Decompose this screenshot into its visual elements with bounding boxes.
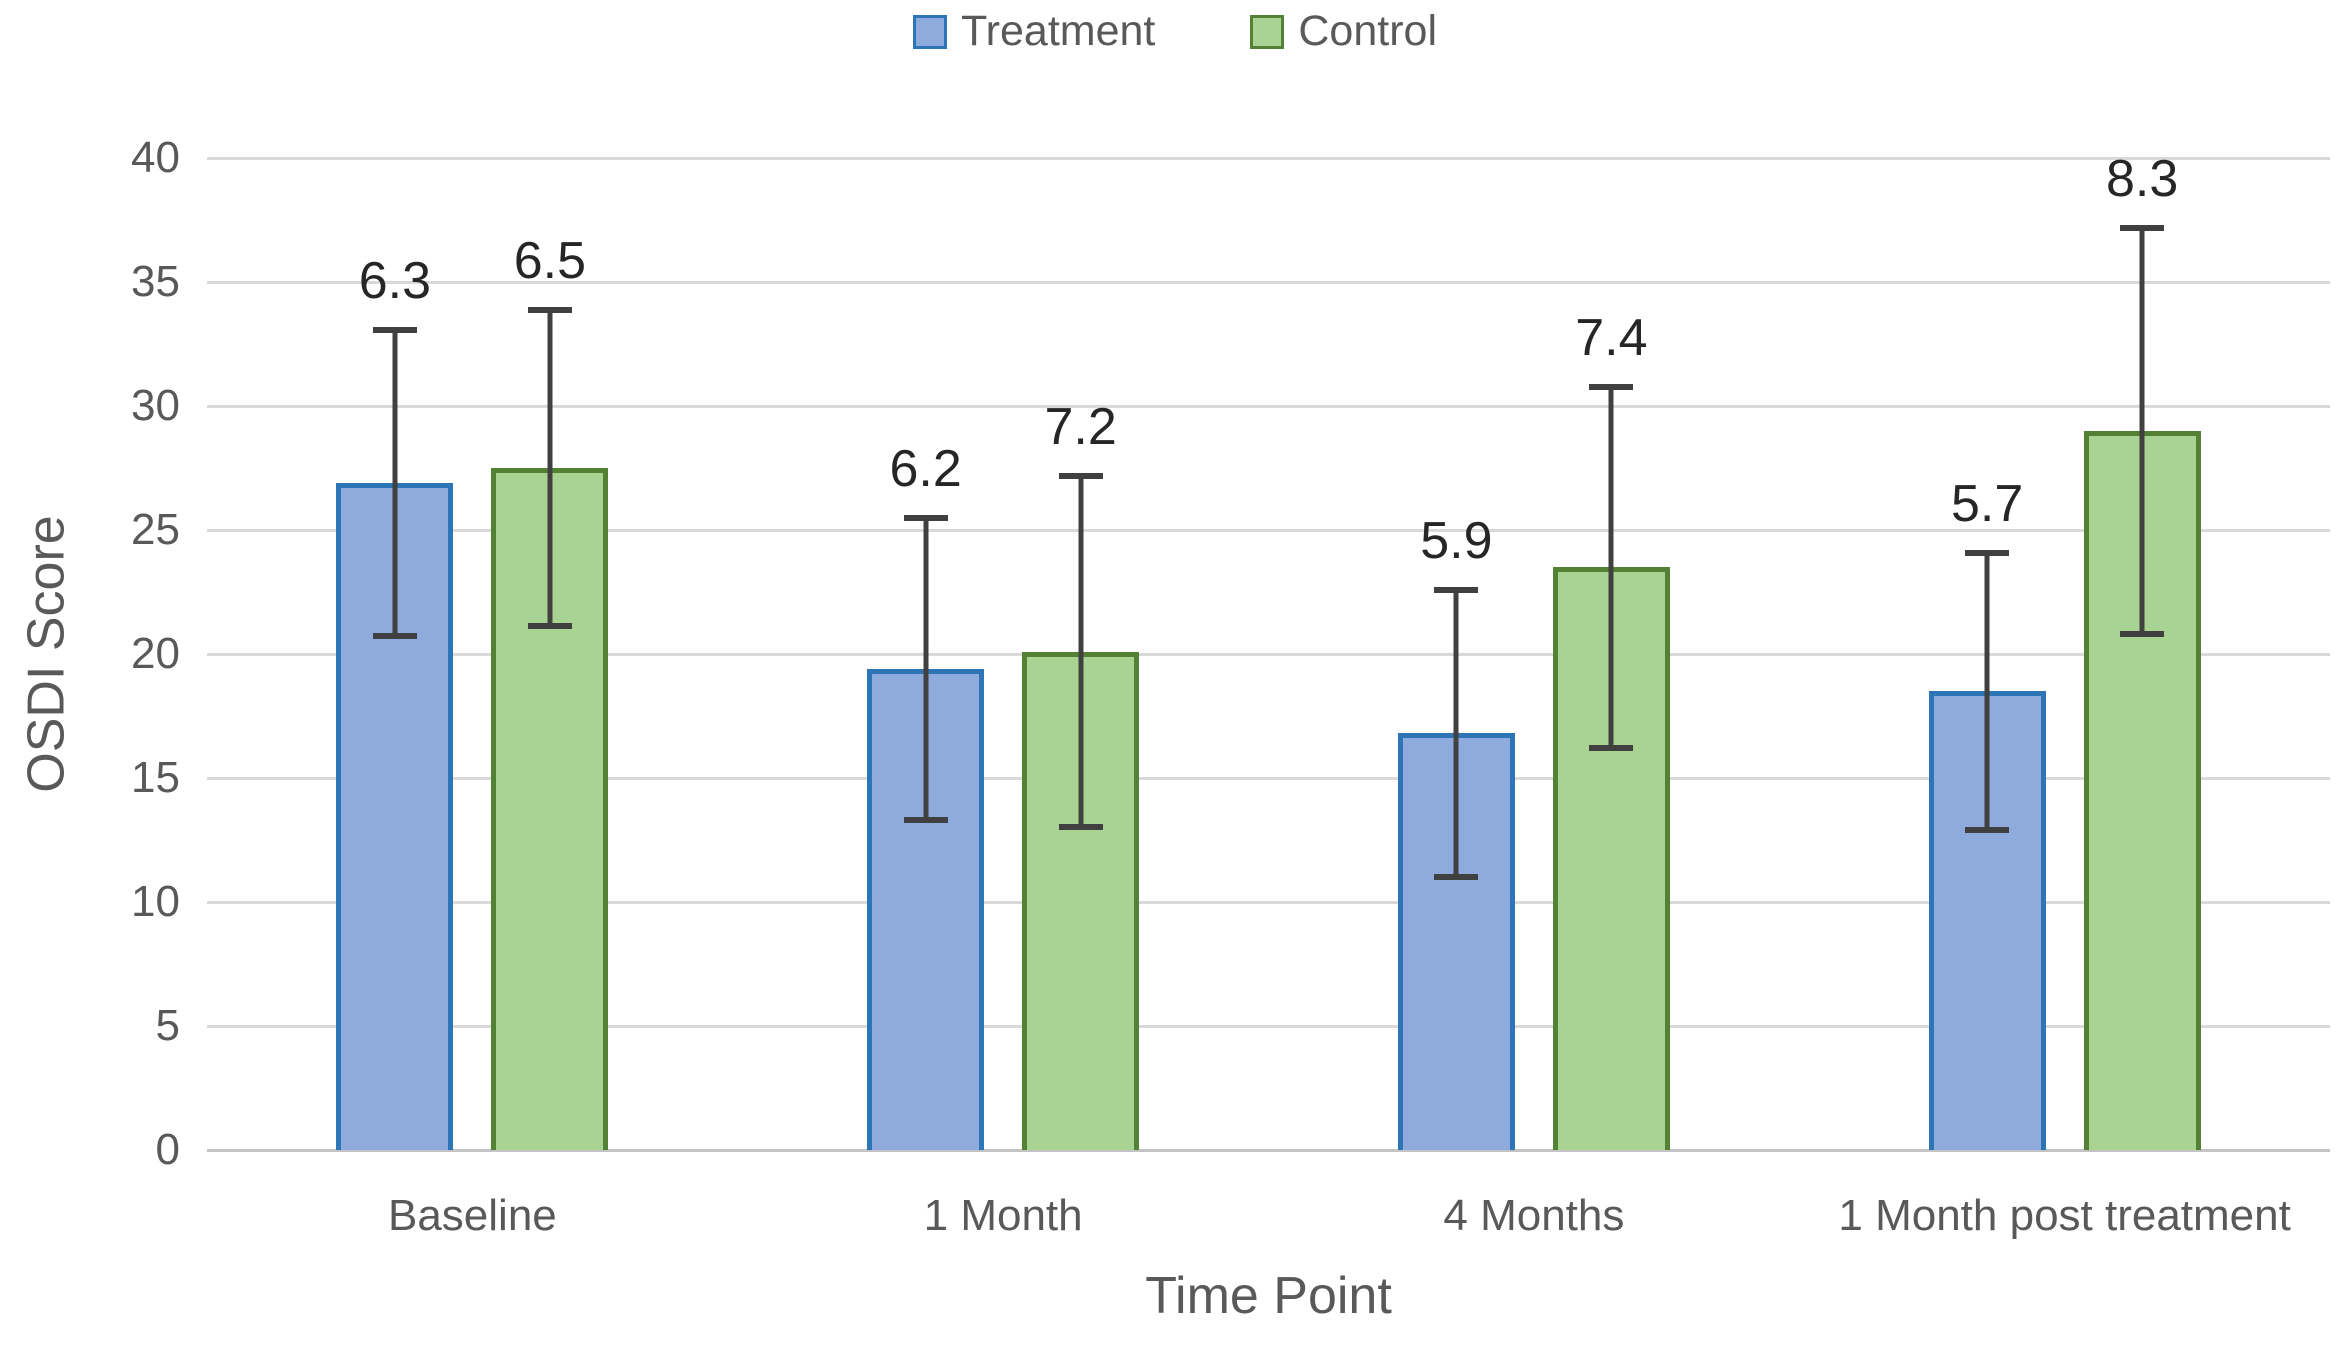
error-bar [392, 326, 398, 640]
y-tick-label: 10 [131, 877, 180, 926]
bar-group: 5.9 7.4 [1269, 158, 1800, 1150]
control-legend-swatch-icon [1250, 14, 1285, 49]
bar-group: 5.7 8.3 [1799, 153, 2330, 1150]
bar-slot: 6.3 [336, 158, 454, 1150]
error-bar-bottom-cap [372, 633, 417, 640]
error-bar [2139, 224, 2145, 637]
bar-group: 6.3 6.5 [207, 158, 738, 1150]
x-category-label: 1 Month [923, 1191, 1083, 1240]
legend-item-control: Control [1250, 10, 1437, 53]
bar-value-label: 5.7 [1950, 474, 2024, 533]
bar-value-label: 5.9 [1420, 512, 1493, 571]
x-axis-title: Time Point [1145, 1267, 1392, 1325]
gridline [207, 280, 2330, 284]
bar-groups: 6.3 6.5 6.2 7.2 5.9 7.4 5.7 8.3 [207, 153, 2330, 1150]
error-bar-top-cap [1434, 587, 1479, 594]
bar-slot: 6.5 [491, 158, 609, 1150]
error-bar-top-cap [2120, 224, 2165, 231]
error-bar-top-cap [1589, 383, 1634, 390]
bar-value-label: 6.3 [358, 251, 432, 310]
error-bar [547, 306, 553, 630]
bar-slot: 7.2 [1022, 158, 1140, 1150]
bar-value-label: 6.5 [513, 231, 587, 290]
error-bar-top-cap [903, 515, 948, 522]
error-bar-bottom-cap [1434, 873, 1479, 880]
legend-label: Treatment [961, 7, 1156, 55]
chart-legend: Treatment Control [0, 10, 2350, 53]
gridline [207, 528, 2330, 532]
bar-slot: 7.4 [1552, 158, 1670, 1150]
x-axis-category-labels: Baseline 1 Month 4 Months 1 Month post trea… [207, 1191, 2330, 1240]
error-bar-top-cap [527, 306, 572, 313]
y-tick-label: 30 [131, 381, 180, 430]
y-axis-tick-labels: 0 5 10 15 20 25 30 35 40 [0, 136, 180, 1172]
bar-group: 6.2 7.2 [738, 158, 1269, 1150]
y-tick-label: 5 [155, 1001, 180, 1050]
error-bar [1608, 383, 1614, 751]
gridline [207, 776, 2330, 780]
error-bar-top-cap [372, 326, 417, 333]
error-bar-bottom-cap [1589, 744, 1634, 751]
plot-area: 6.3 6.5 6.2 7.2 5.9 7.4 5.7 8.3 [207, 153, 2330, 1152]
error-bar-bottom-cap [2120, 630, 2165, 637]
bar-slot: 5.7 [1928, 158, 2046, 1150]
x-category-label: 4 Months [1443, 1191, 1625, 1240]
error-bar [1453, 587, 1459, 880]
error-bar-top-cap [1058, 472, 1103, 479]
bar-slot: 5.9 [1397, 158, 1515, 1150]
error-bar [1984, 549, 1990, 833]
y-tick-label: 15 [131, 753, 180, 802]
x-category-label: Baseline [387, 1191, 557, 1240]
legend-label: Control [1298, 7, 1437, 55]
x-category-label: 1 Month post treatment [1838, 1191, 2291, 1240]
error-bar-bottom-cap [1058, 824, 1103, 831]
bar-value-label: 8.3 [2105, 149, 2179, 208]
y-tick-label: 40 [131, 133, 180, 182]
bar-slot: 8.3 [2083, 153, 2201, 1150]
y-tick-label: 0 [155, 1125, 180, 1174]
bar-value-label: 6.2 [889, 440, 962, 499]
error-bar-bottom-cap [1965, 826, 2010, 833]
treatment-legend-swatch-icon [913, 14, 947, 49]
y-tick-label: 20 [131, 629, 180, 678]
error-bar-bottom-cap [527, 623, 572, 630]
gridline [207, 652, 2330, 656]
gridline [207, 404, 2330, 408]
bar-value-label: 7.2 [1044, 397, 1117, 456]
y-tick-label: 25 [131, 505, 180, 554]
bar-value-label: 7.4 [1575, 308, 1648, 367]
x-axis-baseline [207, 1148, 2330, 1152]
error-bar-bottom-cap [903, 816, 948, 823]
legend-item-treatment: Treatment [913, 10, 1155, 53]
bar-slot: 6.2 [867, 158, 985, 1150]
y-tick-label: 35 [131, 257, 180, 306]
error-bar-top-cap [1965, 549, 2010, 556]
error-bar [923, 515, 929, 823]
gridline [207, 156, 2330, 160]
error-bar [1078, 472, 1084, 831]
gridline [207, 1024, 2330, 1028]
gridline [207, 900, 2330, 904]
